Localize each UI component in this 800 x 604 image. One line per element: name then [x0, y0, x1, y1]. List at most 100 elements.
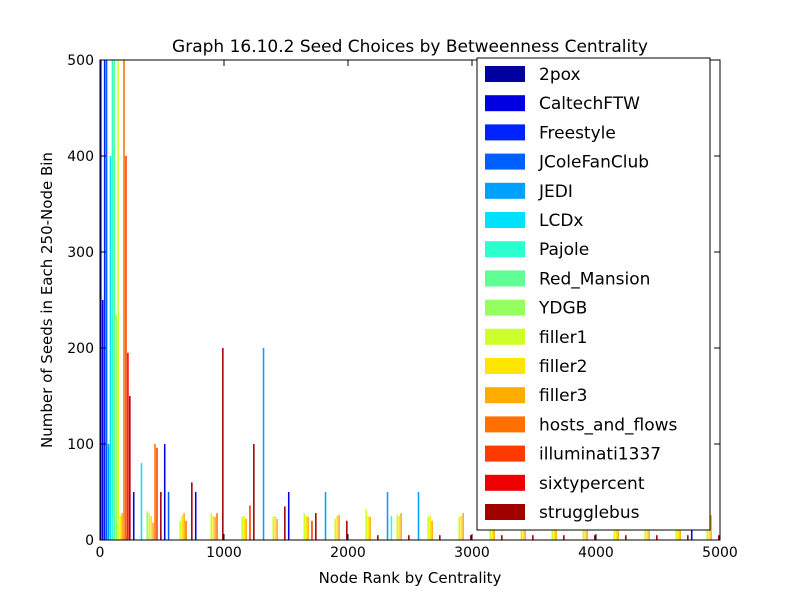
- bar-strugglebus-bin-17: [656, 535, 658, 540]
- y-tick-label: 0: [85, 533, 94, 549]
- bar-Red_Mansion-bin-0: [113, 60, 116, 540]
- bar-filler3-bin-0: [121, 513, 123, 540]
- bar-illuminati1337-bin-6: [311, 520, 313, 540]
- x-tick-label: 2000: [330, 545, 366, 561]
- bar-filler3-bin-2: [183, 513, 185, 540]
- legend-swatch-filler1: [485, 328, 525, 345]
- bar-strugglebus-bin-13: [532, 535, 534, 540]
- bar-strugglebus-bin-14: [563, 535, 565, 540]
- bar-strugglebus-bin-15: [594, 535, 596, 540]
- bar-LCDx-bin-0: [109, 156, 112, 540]
- bar-filler1-bin-4: [241, 516, 243, 540]
- bar-filler2-bin-4: [243, 516, 245, 540]
- bar-filler1-bin-6: [303, 513, 305, 540]
- bar-filler1-bin-5: [272, 516, 274, 540]
- legend-label-CaltechFTW: CaltechFTW: [539, 94, 640, 114]
- bar-CaltechFTW-bin-0: [101, 300, 104, 540]
- legend-label-Freestyle: Freestyle: [539, 123, 616, 143]
- legend-label-sixtypercent: sixtypercent: [539, 474, 645, 494]
- bar-YDGB-bin-0: [115, 314, 118, 540]
- bar-filler3-bin-10: [431, 520, 433, 540]
- bar-filler3-bin-11: [462, 513, 464, 540]
- ticks-layer: 0 1000 2000 3000 4000 5000 0 100 200 300 400 500: [67, 53, 738, 561]
- y-tick-label: 200: [67, 341, 94, 357]
- bar-filler2-bin-6: [305, 516, 307, 540]
- x-tick-label: 3000: [454, 545, 490, 561]
- bar-illuminati1337-bin-4: [249, 505, 251, 540]
- legend-swatch-Pajole: [485, 241, 525, 258]
- bar-CaltechFTW-bin-3: [194, 492, 197, 540]
- legend-label-filler3: filler3: [539, 386, 587, 406]
- bar-filler3-bin-5: [276, 518, 278, 540]
- legend: 2pox CaltechFTW Freestyle JColeFanClub JEDI L…: [476, 57, 711, 531]
- x-tick-label: 0: [96, 545, 105, 561]
- bar-filler1-bin-9: [396, 515, 398, 540]
- legend-swatch-Red_Mansion: [485, 270, 525, 287]
- bar-JColeFanClub-bin-2: [167, 492, 170, 540]
- bar-strugglebus-bin-19: [718, 535, 720, 540]
- bar-hosts_and_flows-bin-1: [154, 444, 156, 540]
- bar-hosts_and_flows-bin-2: [185, 520, 187, 540]
- legend-label-LCDx: LCDx: [539, 211, 584, 231]
- legend-label-YDGB: YDGB: [538, 299, 587, 319]
- bar-filler3-bin-7: [338, 515, 340, 540]
- bar-2pox-bin-0: [100, 60, 102, 540]
- legend-label-illuminati1337: illuminati1337: [539, 445, 661, 465]
- legend-label-2pox: 2pox: [539, 65, 581, 85]
- legend-swatch-YDGB: [485, 299, 525, 316]
- bar-CaltechFTW-bin-2: [163, 444, 166, 540]
- bar-filler3-bin-8: [369, 516, 371, 540]
- bar-filler2-bin-8: [367, 516, 369, 540]
- legend-swatch-Freestyle: [485, 124, 525, 141]
- bar-Freestyle-bin-0: [103, 60, 106, 540]
- bar-filler1-bin-2: [179, 520, 181, 540]
- bar-filler2-bin-5: [274, 516, 276, 540]
- legend-swatch-hosts_and_flows: [485, 416, 525, 433]
- legend-label-filler1: filler1: [539, 328, 587, 348]
- bar-filler2-bin-2: [181, 516, 183, 540]
- bar-strugglebus-bin-6: [315, 513, 317, 540]
- bar-strugglebus-bin-11: [470, 535, 472, 540]
- bar-filler3-bin-1: [152, 522, 154, 540]
- bar-strugglebus-bin-8: [377, 535, 379, 540]
- bar-filler1-bin-0: [117, 60, 119, 540]
- y-tick-label: 100: [67, 437, 94, 453]
- bar-filler1-bin-8: [365, 509, 367, 540]
- bar-JEDI-bin-7: [324, 492, 327, 540]
- bar-filler2-bin-3: [212, 516, 214, 540]
- y-tick-label: 500: [67, 53, 94, 69]
- bar-CaltechFTW-bin-1: [132, 492, 135, 540]
- bar-filler2-bin-11: [460, 516, 462, 540]
- bar-filler1-bin-3: [210, 513, 212, 540]
- bar-JEDI-bin-10: [417, 492, 420, 540]
- bar-filler2-bin-7: [336, 516, 338, 540]
- bar-JEDI-bin-5: [262, 348, 265, 540]
- bar-filler3-bin-4: [245, 518, 247, 540]
- bar-JEDI-bin-0: [107, 444, 110, 540]
- x-tick-label: 5000: [702, 545, 738, 561]
- legend-label-hosts_and_flows: hosts_and_flows: [539, 415, 678, 435]
- bar-hosts_and_flows-bin-3: [216, 513, 218, 540]
- bar-filler2-bin-10: [429, 516, 431, 540]
- x-tick-label: 4000: [578, 545, 614, 561]
- bar-filler3-bin-9: [400, 513, 402, 540]
- bar-strugglebus-bin-1: [160, 492, 162, 540]
- bar-strugglebus-bin-12: [501, 535, 503, 540]
- bar-filler2-bin-9: [398, 516, 400, 540]
- bar-Pajole-bin-9: [390, 516, 393, 540]
- chart-title: Graph 16.10.2 Seed Choices by Betweennes…: [172, 37, 648, 57]
- legend-label-JColeFanClub: JColeFanClub: [538, 153, 649, 173]
- legend-swatch-JColeFanClub: [485, 153, 525, 170]
- bar-filler3-bin-3: [214, 516, 216, 540]
- legend-label-strugglebus: strugglebus: [539, 503, 640, 523]
- bar-filler3-bin-6: [307, 516, 309, 540]
- plot-frame: [99, 59, 721, 541]
- bar-JColeFanClub-bin-0: [105, 60, 108, 540]
- bar-sixtypercent-bin-0: [127, 352, 129, 540]
- bar-strugglebus-bin-5: [284, 506, 286, 540]
- y-tick-label: 300: [67, 245, 94, 261]
- bar-strugglebus-bin-16: [625, 535, 627, 540]
- legend-swatch-filler3: [485, 387, 525, 404]
